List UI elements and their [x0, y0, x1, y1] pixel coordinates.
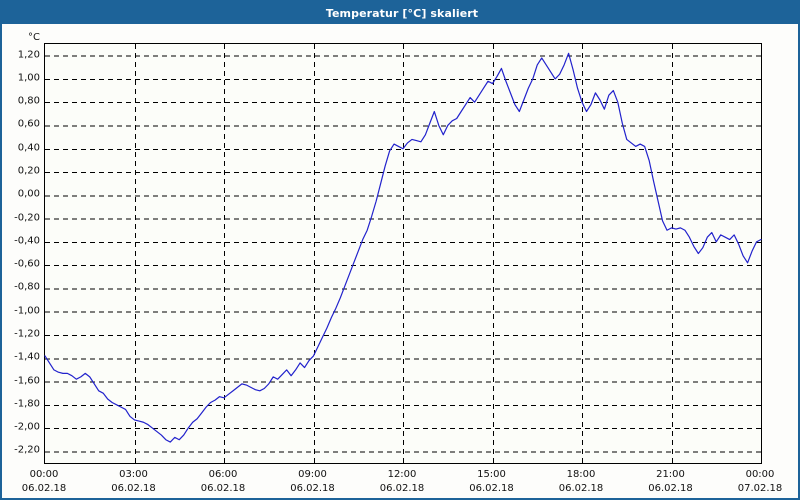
- y-tick-label: 1,20: [17, 49, 40, 61]
- plot-area: [44, 43, 762, 464]
- x-tick-label: 09:00 06.02.18: [290, 468, 335, 496]
- x-tick-time: 18:00: [566, 469, 596, 480]
- x-tick-label: 03:00 06.02.18: [111, 468, 156, 496]
- x-tick-label: 06:00 06.02.18: [201, 468, 246, 496]
- y-tick-label: -1,60: [14, 375, 40, 387]
- y-axis-tick-labels: 1,20 1,00 0,80 0,60 0,40 0,20 0,00 -0,20 -0,40 -0…: [2, 43, 40, 464]
- x-tick-date: 06.02.18: [111, 483, 156, 494]
- x-tick-date: 07.02.18: [737, 483, 783, 494]
- x-tick-time: 00:00: [29, 469, 59, 480]
- x-tick-label: 15:00 06.02.18: [469, 468, 514, 496]
- y-tick-label: -2,00: [14, 421, 40, 433]
- y-axis-unit-label: °C: [28, 32, 40, 43]
- x-tick-label: 21:00 06.02.18: [648, 468, 693, 496]
- y-tick-label: -0,80: [14, 281, 40, 293]
- x-tick-date: 06.02.18: [648, 483, 693, 494]
- y-tick-label: 0,40: [17, 142, 40, 154]
- data-line: [44, 52, 762, 443]
- x-tick-label: 18:00 06.02.18: [559, 468, 604, 496]
- y-tick-label: 0,00: [17, 188, 40, 200]
- plot-container: °C 1,20 1,00 0,80 0,60 0,40 0,20 0,00 -0,20 -0,4…: [2, 24, 798, 498]
- grid-layer: [45, 44, 761, 463]
- x-tick-date: 06.02.18: [290, 483, 335, 494]
- x-tick-time: 03:00: [119, 469, 148, 480]
- x-tick-time: 09:00: [298, 469, 327, 480]
- y-tick-label: -2,20: [14, 444, 40, 456]
- y-tick-label: -0,20: [14, 212, 40, 224]
- x-tick-time: 21:00: [656, 469, 685, 480]
- window-title-bar: Temperatur [°C] skaliert: [2, 2, 798, 24]
- y-tick-label: -0,60: [14, 258, 40, 270]
- x-tick-date: 06.02.18: [379, 483, 425, 494]
- y-tick-label: 0,80: [17, 95, 40, 107]
- x-tick-label: 12:00 06.02.18: [380, 468, 425, 496]
- x-tick-label: 00:00 06.02.18: [22, 468, 67, 496]
- x-tick-time: 00:00: [745, 469, 775, 480]
- y-tick-label: -1,20: [14, 328, 40, 340]
- y-tick-label: -1,80: [14, 398, 40, 410]
- data-series-layer: [44, 52, 762, 443]
- x-tick-time: 15:00: [477, 469, 506, 480]
- y-tick-label: 0,20: [17, 165, 40, 177]
- y-tick-label: 1,00: [17, 72, 40, 84]
- y-tick-label: -1,00: [14, 305, 40, 317]
- x-tick-date: 06.02.18: [558, 483, 604, 494]
- y-tick-label: -0,40: [14, 235, 40, 247]
- x-tick-time: 12:00: [387, 469, 417, 480]
- y-tick-label: -1,40: [14, 351, 40, 363]
- x-tick-date: 06.02.18: [21, 483, 67, 494]
- x-tick-label: 00:00 07.02.18: [738, 468, 783, 496]
- y-tick-label: 0,60: [17, 118, 40, 130]
- x-tick-date: 06.02.18: [469, 483, 514, 494]
- x-axis-tick-labels: 00:00 06.02.18 03:00 06.02.18 06:00 06.02.18 0…: [22, 468, 783, 498]
- x-tick-time: 06:00: [208, 469, 238, 480]
- page-title: Temperatur [°C] skaliert: [325, 6, 479, 20]
- x-tick-date: 06.02.18: [200, 483, 246, 494]
